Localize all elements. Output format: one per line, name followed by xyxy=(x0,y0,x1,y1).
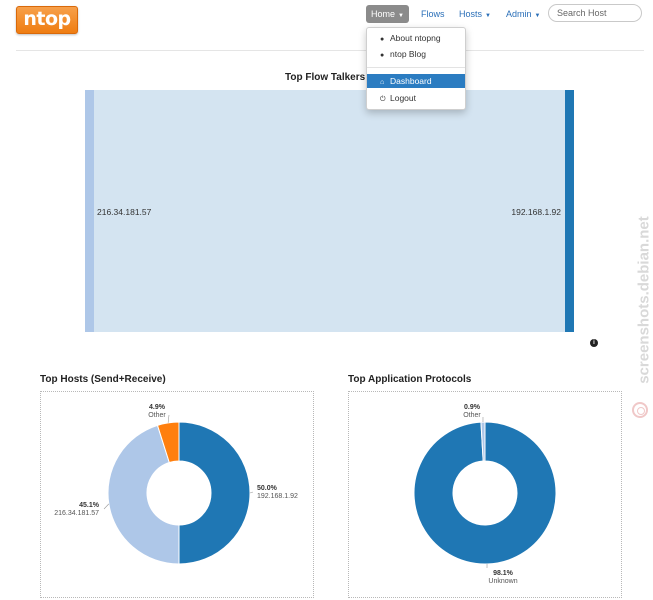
pie-slice-unknown[interactable] xyxy=(413,421,557,565)
pie-leader-line xyxy=(103,503,110,510)
caret-down-icon: ▼ xyxy=(534,13,541,19)
home-dropdown-menu: ● About ntopng ● ntop Blog ⌂ Dashboard ⏻ Log… xyxy=(366,27,466,110)
caret-down-icon: ▼ xyxy=(485,13,491,19)
menu-item-about-ntopng[interactable]: ● About ntopng xyxy=(367,31,465,45)
nav-admin-dropdown[interactable]: Admin ▼ xyxy=(506,5,540,23)
nav-flows[interactable]: Flows xyxy=(421,5,445,23)
caret-down-icon: ▼ xyxy=(398,13,404,19)
ntop-logo[interactable]: ntop xyxy=(16,6,78,34)
pie-category-label: Other xyxy=(463,412,481,419)
nav-home-label: Home xyxy=(371,9,396,19)
sankey-destination-node[interactable] xyxy=(565,90,574,332)
pie-category-label: Other xyxy=(148,412,166,419)
top-hosts-panel: 50.0% 192.168.1.92 45.1% 216.34.181.57 4.9% O… xyxy=(40,391,314,598)
nav-hosts-dropdown[interactable]: Hosts ▼ xyxy=(459,5,491,23)
pie-category-label: 192.168.1.92 xyxy=(257,493,298,500)
menu-logout-label: Logout xyxy=(390,93,416,103)
pie-slice-other[interactable] xyxy=(156,421,180,464)
pie-percent-label: 0.9% xyxy=(464,404,481,411)
home-icon: ⌂ xyxy=(380,79,385,86)
menu-divider xyxy=(367,67,465,68)
info-circle-icon: ● xyxy=(380,36,385,43)
menu-dashboard-label: Dashboard xyxy=(390,76,432,86)
sankey-source-label: 216.34.181.57 xyxy=(97,207,152,217)
menu-blog-label: ntop Blog xyxy=(390,49,426,59)
debian-swirl-icon xyxy=(632,402,648,418)
menu-item-dashboard[interactable]: ⌂ Dashboard xyxy=(367,74,465,88)
info-icon[interactable]: i xyxy=(590,339,598,347)
pie-percent-label: 50.0% xyxy=(257,485,278,492)
menu-item-logout[interactable]: ⏻ Logout xyxy=(367,91,465,105)
watermark-text: screenshots.debian.net xyxy=(635,216,653,384)
top-hosts-donut-chart: 50.0%192.168.1.92 45.1%216.34.181.57 4.9%O… xyxy=(54,404,298,565)
nav-home-dropdown[interactable]: Home ▼ xyxy=(366,5,409,23)
top-protocols-title: Top Application Protocols xyxy=(348,374,472,385)
pie-slice-216-34-181-57[interactable] xyxy=(107,424,180,565)
power-icon: ⏻ xyxy=(380,96,386,103)
pie-slice-other[interactable] xyxy=(480,421,486,462)
nav-admin-label: Admin xyxy=(506,9,532,19)
menu-about-label: About ntopng xyxy=(390,33,441,43)
sankey-source-node[interactable] xyxy=(85,90,94,332)
nav-hosts-label: Hosts xyxy=(459,9,483,19)
nav-flows-label: Flows xyxy=(421,9,445,19)
pie-leader-line xyxy=(249,491,254,494)
pie-percent-label: 98.1% xyxy=(493,570,514,577)
logo-text: ntop xyxy=(23,8,71,30)
menu-item-ntop-blog[interactable]: ● ntop Blog xyxy=(367,47,465,61)
sankey-flow-link[interactable] xyxy=(93,90,565,332)
header-divider xyxy=(16,50,644,51)
pie-slice-192-168-1-92[interactable] xyxy=(178,421,251,565)
top-protocols-donut-chart: 98.1%Unknown 0.9%Other xyxy=(413,404,557,585)
pie-category-label: Unknown xyxy=(488,578,517,585)
top-hosts-title: Top Hosts (Send+Receive) xyxy=(40,374,166,385)
top-protocols-panel: 98.1% Unknown 0.9% Other xyxy=(348,391,622,598)
pie-category-label: 216.34.181.57 xyxy=(54,510,99,517)
globe-icon: ● xyxy=(380,52,385,59)
sankey-destination-label: 192.168.1.92 xyxy=(511,207,561,217)
search-host-input[interactable] xyxy=(548,4,642,22)
pie-percent-label: 4.9% xyxy=(149,404,166,411)
flow-talkers-title: Top Flow Talkers xyxy=(285,72,366,83)
pie-leader-line xyxy=(167,414,170,423)
flow-talkers-sankey: 216.34.181.57 192.168.1.92 xyxy=(85,90,574,332)
pie-percent-label: 45.1% xyxy=(79,502,100,509)
